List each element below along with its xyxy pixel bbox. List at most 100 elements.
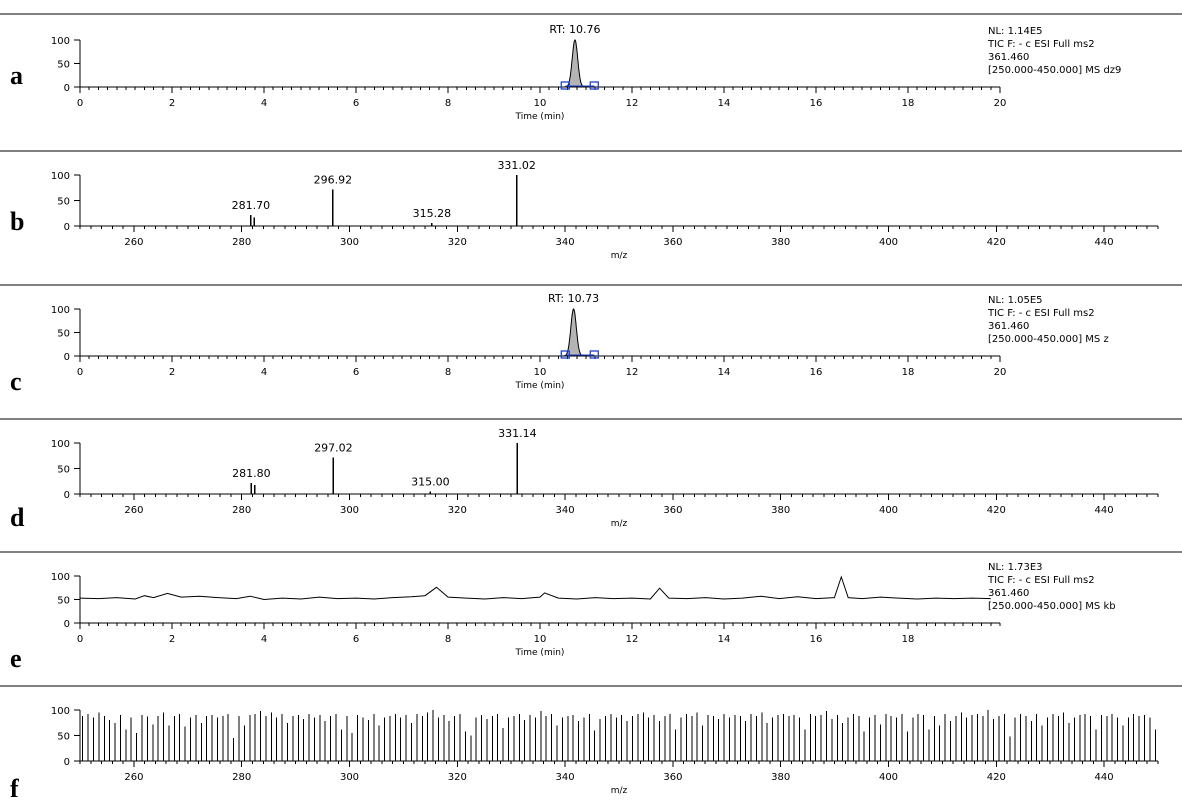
chromatogram-line xyxy=(80,577,991,600)
x-tick-label: 14 xyxy=(718,367,731,378)
info-line: TIC F: - c ESI Full ms2 xyxy=(987,575,1095,586)
panel-label: a xyxy=(10,61,23,90)
y-tick-label: 100 xyxy=(51,706,70,717)
panel-label: e xyxy=(10,644,22,673)
x-tick-label: 360 xyxy=(663,505,682,516)
info-line: 361.460 xyxy=(988,588,1029,599)
peak-label: 281.80 xyxy=(232,467,271,480)
panel-label: c xyxy=(10,367,22,396)
x-tick-label: 18 xyxy=(902,634,915,645)
x-tick-label: 6 xyxy=(353,367,359,378)
y-tick-label: 0 xyxy=(64,619,70,630)
y-tick-label: 100 xyxy=(51,171,70,182)
x-tick-label: 420 xyxy=(987,237,1006,248)
x-axis-label: Time (min) xyxy=(515,112,565,122)
info-line: NL: 1.73E3 xyxy=(988,562,1043,573)
x-tick-label: 2 xyxy=(169,634,175,645)
x-tick-label: 280 xyxy=(232,772,251,783)
x-tick-label: 16 xyxy=(810,634,823,645)
panel-b: b 0 50 100 260 280 300 320 340 360 380 400 420 440 m/z… xyxy=(0,151,1182,261)
x-tick-label: 400 xyxy=(879,505,898,516)
x-tick-label: 380 xyxy=(771,772,790,783)
x-tick-label: 0 xyxy=(77,367,83,378)
y-tick-label: 50 xyxy=(57,465,70,476)
info-line: NL: 1.14E5 xyxy=(988,26,1043,37)
rt-annotation: RT: 10.76 xyxy=(549,23,600,36)
y-tick-label: 0 xyxy=(64,222,70,233)
y-tick-label: 50 xyxy=(57,596,70,607)
x-tick-label: 380 xyxy=(771,237,790,248)
x-tick-label: 340 xyxy=(556,237,575,248)
x-tick-label: 340 xyxy=(556,505,575,516)
x-tick-label: 2 xyxy=(169,98,175,109)
y-tick-label: 50 xyxy=(57,732,70,743)
x-tick-label: 360 xyxy=(663,237,682,248)
x-tick-label: 440 xyxy=(1095,772,1114,783)
panel-e: e0501000 2 4 6 8 10 12 14 16 18Time (min)NL: 1.73… xyxy=(0,552,1182,673)
y-tick-label: 100 xyxy=(51,439,70,450)
x-tick-label: 280 xyxy=(232,505,251,516)
x-tick-label: 300 xyxy=(340,505,359,516)
x-axis-label: m/z xyxy=(611,519,628,529)
x-axis-label: m/z xyxy=(611,786,628,796)
x-tick-label: 380 xyxy=(771,505,790,516)
x-tick-label: 280 xyxy=(232,237,251,248)
x-tick-label: 6 xyxy=(353,634,359,645)
peak-label: 331.14 xyxy=(498,427,537,440)
x-tick-label: 14 xyxy=(718,98,731,109)
x-tick-label: 8 xyxy=(445,634,451,645)
y-tick-label: 50 xyxy=(57,329,70,340)
x-tick-label: 440 xyxy=(1095,505,1114,516)
x-tick-label: 320 xyxy=(448,772,467,783)
info-line: [250.000-450.000] MS kb xyxy=(988,601,1116,612)
x-tick-label: 440 xyxy=(1095,237,1114,248)
x-tick-label: 10 xyxy=(534,634,547,645)
x-tick-label: 320 xyxy=(448,505,467,516)
panel-d: d 0 50 100 260 280 300 320 340 360 380 400 420 440 m/z… xyxy=(0,419,1182,532)
rt-annotation: RT: 10.73 xyxy=(548,292,599,305)
x-tick-label: 20 xyxy=(994,367,1007,378)
x-tick-label: 420 xyxy=(987,772,1006,783)
x-tick-label: 300 xyxy=(340,237,359,248)
x-tick-label: 12 xyxy=(626,98,639,109)
x-tick-label: 420 xyxy=(987,505,1006,516)
x-tick-label: 4 xyxy=(261,634,267,645)
x-axis-label: m/z xyxy=(611,251,628,261)
x-tick-label: 8 xyxy=(445,98,451,109)
y-tick-label: 0 xyxy=(64,352,70,363)
x-tick-label: 400 xyxy=(879,237,898,248)
info-line: 361.460 xyxy=(988,321,1029,332)
x-tick-label: 8 xyxy=(445,367,451,378)
panel-label: f xyxy=(10,774,19,801)
info-line: 361.460 xyxy=(988,52,1029,63)
x-tick-label: 16 xyxy=(810,367,823,378)
info-line: NL: 1.05E5 xyxy=(988,295,1043,306)
x-tick-label: 400 xyxy=(879,772,898,783)
x-tick-label: 6 xyxy=(353,98,359,109)
y-tick-label: 0 xyxy=(64,757,70,768)
x-tick-label: 14 xyxy=(718,634,731,645)
x-tick-label: 340 xyxy=(556,772,575,783)
panel-f: f 0 50 100 260 280 300 320 340 360 380 400 420 440 m/z xyxy=(0,686,1182,801)
info-line: [250.000-450.000] MS dz9 xyxy=(988,65,1121,76)
panel-c: c0501000 2 4 6 8 10 12 14 16 18 20Time (min)RT: 10… xyxy=(0,285,1182,396)
x-tick-label: 360 xyxy=(663,772,682,783)
peak-area xyxy=(560,309,588,356)
peak-area xyxy=(561,40,589,87)
peak-label: 297.02 xyxy=(314,441,353,454)
peak-label: 315.28 xyxy=(413,207,452,220)
x-tick-label: 12 xyxy=(626,367,639,378)
y-tick-label: 50 xyxy=(57,197,70,208)
peak-label: 315.00 xyxy=(411,475,450,488)
info-line: TIC F: - c ESI Full ms2 xyxy=(987,308,1095,319)
info-line: TIC F: - c ESI Full ms2 xyxy=(987,39,1095,50)
x-tick-label: 260 xyxy=(124,237,143,248)
peak-label: 296.92 xyxy=(314,173,353,186)
x-tick-label: 20 xyxy=(994,98,1007,109)
x-tick-label: 320 xyxy=(448,237,467,248)
y-tick-label: 0 xyxy=(64,83,70,94)
x-tick-label: 2 xyxy=(169,367,175,378)
x-tick-label: 12 xyxy=(626,634,639,645)
y-tick-label: 0 xyxy=(64,490,70,501)
